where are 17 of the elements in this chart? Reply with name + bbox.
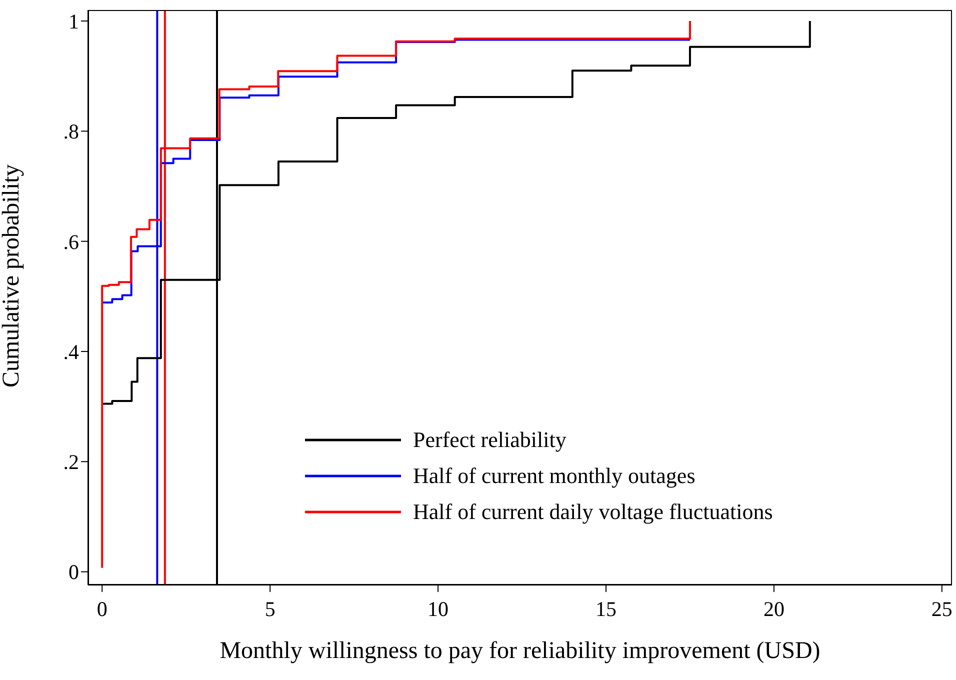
x-tick-label: 5 [264,597,276,621]
x-tick-label: 10 [428,597,449,621]
legend-label: Half of current monthly outages [413,463,696,489]
x-tick-label: 20 [763,597,784,621]
legend-label: Perfect reliability [413,427,566,453]
x-tick-label: 15 [595,597,616,621]
y-tick-label: 0 [68,560,79,584]
y-tick-label: .8 [63,120,79,144]
legend-label: Half of current daily voltage fluctuations [413,499,773,525]
y-tick-label: .6 [63,230,79,254]
y-tick-label: 1 [68,9,79,34]
y-tick-label: .4 [63,340,80,364]
x-tick-label: 0 [96,597,108,621]
x-axis-title: Monthly willingness to pay for reliability improvement (USD) [220,638,820,664]
x-tick-label: 25 [931,597,952,621]
y-axis-title: Cumulative probability [0,164,25,388]
y-tick-label: .2 [63,450,79,474]
